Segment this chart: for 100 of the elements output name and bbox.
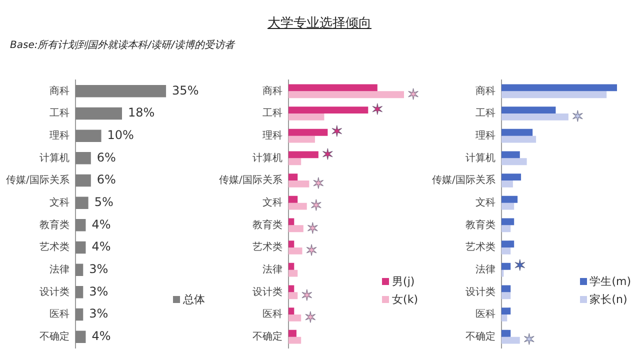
bar xyxy=(501,262,511,270)
bar xyxy=(501,202,514,210)
bar xyxy=(75,219,86,232)
bar xyxy=(501,114,568,120)
annotation: ✶ xyxy=(306,219,319,238)
bar xyxy=(501,292,511,300)
bar xyxy=(288,106,368,114)
y-tick-label: 设计类 xyxy=(465,286,496,298)
bar xyxy=(288,91,404,98)
bar xyxy=(288,128,328,136)
bar xyxy=(288,270,298,277)
bar xyxy=(75,330,86,343)
bar xyxy=(501,136,536,143)
annotation: ✶ xyxy=(321,145,334,164)
bar xyxy=(288,330,296,337)
data-label: 35% xyxy=(172,83,199,98)
bar xyxy=(288,151,318,158)
bar xyxy=(288,174,298,180)
bar xyxy=(75,196,88,209)
data-label: 3% xyxy=(89,284,108,298)
annotation: ✶ xyxy=(312,174,325,192)
y-tick-label: 工科 xyxy=(475,107,496,120)
bar xyxy=(501,314,508,322)
bar xyxy=(75,130,102,142)
y-tick-label: 传媒/国际关系 xyxy=(218,174,282,186)
y-tick-label: 理科 xyxy=(475,129,496,142)
annotation: ✶ xyxy=(330,122,344,141)
bar xyxy=(75,174,91,187)
bar xyxy=(75,107,122,120)
bar xyxy=(501,84,617,92)
annotation: ✶ xyxy=(304,308,317,326)
y-tick-label: 商科 xyxy=(262,84,282,97)
bar xyxy=(288,240,294,248)
data-label: 3% xyxy=(89,262,108,276)
y-tick-label: 工科 xyxy=(262,107,282,120)
y-tick-label: 商科 xyxy=(49,84,70,97)
y-tick-label: 不确定 xyxy=(252,330,282,342)
bar xyxy=(75,264,84,276)
data-label: 6% xyxy=(96,150,116,164)
bar xyxy=(288,248,302,254)
y-tick-label: 法律 xyxy=(49,263,70,276)
bar xyxy=(501,285,511,292)
bar xyxy=(501,330,511,337)
annotation: ✶ xyxy=(371,100,384,119)
y-tick-label: 文科 xyxy=(49,196,70,208)
y-tick-label: 文科 xyxy=(475,196,496,208)
bar xyxy=(501,196,518,203)
chart-title: 大学专业选择倾向 xyxy=(266,15,372,32)
bar xyxy=(501,106,556,114)
y-tick-label: 工科 xyxy=(49,107,70,120)
bar xyxy=(501,225,511,232)
bar xyxy=(501,174,522,180)
chart-subtitle: Base:所有计划到国外就读本科/读研/读博的受访者 xyxy=(10,38,234,52)
y-tick-label: 理科 xyxy=(49,129,70,142)
legend-label: 女(k) xyxy=(392,292,418,307)
bar xyxy=(288,314,302,322)
bar xyxy=(501,151,520,158)
bar xyxy=(75,85,166,98)
y-tick-label: 传媒/国际关系 xyxy=(432,174,496,186)
bar xyxy=(501,218,514,226)
y-tick-label: 医科 xyxy=(475,308,496,320)
bar xyxy=(501,308,511,314)
bar xyxy=(288,292,298,300)
bar xyxy=(501,158,527,166)
bar xyxy=(75,241,86,254)
y-tick-label: 法律 xyxy=(262,263,282,276)
data-label: 4% xyxy=(92,240,111,254)
y-tick-label: 文科 xyxy=(262,196,282,208)
y-tick-label: 理科 xyxy=(262,129,282,142)
annotation: ✶ xyxy=(305,241,318,260)
bar xyxy=(75,286,84,298)
annotation: ✶ xyxy=(407,85,420,104)
y-tick-label: 不确定 xyxy=(465,330,496,342)
bar xyxy=(288,180,310,188)
bar xyxy=(288,308,294,314)
bar xyxy=(288,114,324,120)
bar xyxy=(501,248,511,254)
data-label: 5% xyxy=(94,194,114,209)
bar xyxy=(288,285,294,292)
bar xyxy=(501,336,520,344)
data-label: 18% xyxy=(128,106,155,120)
bar xyxy=(288,225,304,232)
bar xyxy=(288,218,294,226)
y-tick-label: 设计类 xyxy=(39,286,70,298)
data-label: 4% xyxy=(92,328,111,343)
annotation: ✶ xyxy=(300,286,314,304)
y-tick-label: 设计类 xyxy=(252,286,282,298)
y-tick-label: 计算机 xyxy=(39,152,70,164)
y-tick-label: 计算机 xyxy=(252,152,282,164)
y-tick-label: 医科 xyxy=(262,308,282,320)
y-tick-label: 艺术类 xyxy=(465,241,496,254)
bar xyxy=(288,136,315,143)
bar xyxy=(288,196,298,203)
annotation: ✶ xyxy=(522,330,536,349)
bar xyxy=(75,152,91,164)
data-label: 4% xyxy=(92,217,111,232)
y-tick-label: 教育类 xyxy=(465,218,496,231)
y-tick-label: 艺术类 xyxy=(252,241,282,254)
bar xyxy=(288,202,307,210)
y-tick-label: 计算机 xyxy=(465,152,496,164)
